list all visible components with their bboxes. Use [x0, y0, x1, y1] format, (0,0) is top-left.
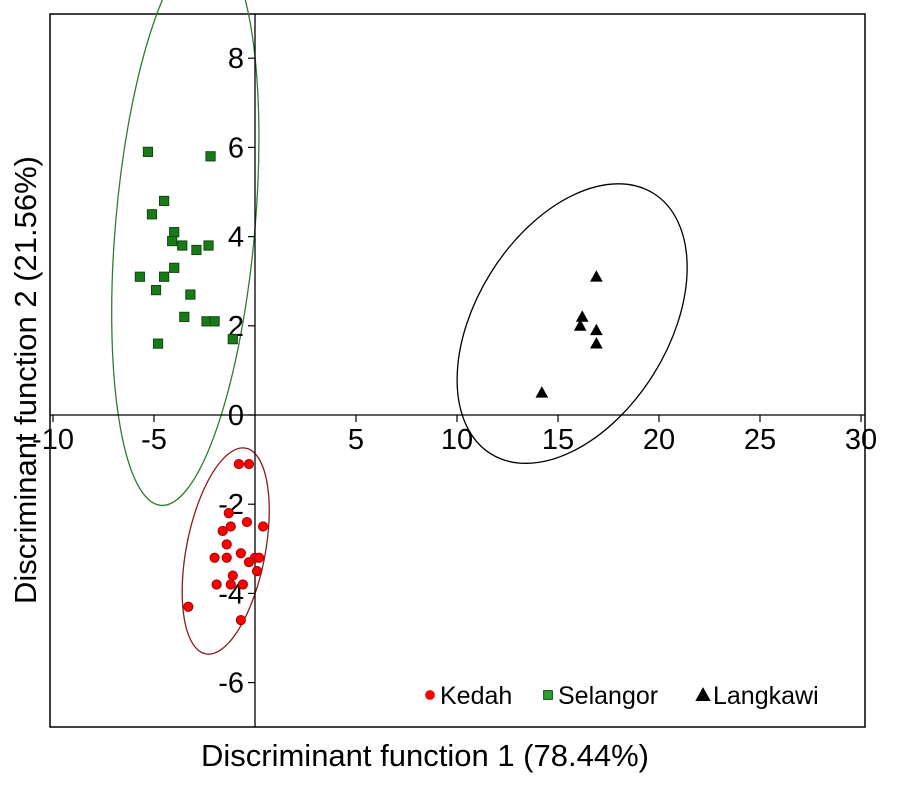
kedah-point: [221, 539, 232, 550]
kedah-point: [221, 552, 232, 563]
y-tick-label: 6: [228, 132, 244, 164]
selangor-point: [185, 289, 196, 300]
legend-marker-langkawi: [695, 687, 711, 701]
x-tick-label: 5: [348, 424, 364, 456]
legend-marker-selangor: [543, 690, 553, 700]
kedah-point: [217, 525, 228, 537]
kedah-point: [235, 615, 246, 626]
y-axis-title: Discriminant function 2 (21.56%): [8, 156, 43, 604]
x-tick-label: 20: [643, 424, 675, 456]
selangor-point: [150, 285, 162, 296]
kedah-point: [227, 570, 238, 581]
points-layer: [134, 146, 603, 626]
kedah-point: [251, 566, 263, 577]
legend-label-langkawi: Langkawi: [713, 682, 819, 710]
x-tick-label: -5: [141, 424, 167, 456]
y-tick-label: 0: [228, 400, 244, 432]
plot-frame: [49, 13, 866, 728]
ellipse-kedah: [181, 447, 270, 655]
selangor-point: [146, 209, 158, 220]
selangor-point: [159, 271, 170, 282]
kedah-point: [243, 557, 255, 568]
langkawi-point: [590, 270, 603, 282]
y-tick-label: -6: [218, 668, 244, 700]
kedah-point: [243, 458, 255, 470]
kedah-point: [257, 521, 269, 532]
ellipse-selangor: [111, 0, 260, 507]
kedah-point: [233, 458, 244, 470]
kedah-point: [253, 552, 265, 563]
kedah-point: [225, 521, 236, 532]
x-tick-label: 15: [542, 424, 574, 456]
legend: Kedah Selangor Langkawi: [425, 682, 819, 710]
x-tick-label: 25: [744, 424, 776, 456]
x-tick-label: 30: [845, 424, 877, 456]
y-tick-label: 4: [228, 222, 244, 254]
ellipses-layer: [111, 0, 688, 655]
y-tick-label: 8: [228, 43, 244, 75]
kedah-point: [225, 579, 236, 590]
selangor-point: [134, 271, 145, 282]
kedah-point: [235, 548, 246, 559]
kedah-point: [223, 508, 234, 519]
kedah-point: [241, 516, 253, 528]
selangor-point: [152, 338, 164, 349]
x-axis-title: Discriminant function 1 (78.44%): [201, 738, 649, 773]
selangor-point: [169, 262, 180, 273]
selangor-point: [203, 240, 214, 251]
legend-label-selangor: Selangor: [558, 682, 658, 710]
x-tick-label: 10: [441, 424, 473, 456]
ellipse-langkawi: [456, 183, 688, 464]
langkawi-point: [590, 337, 603, 349]
kedah-point: [211, 579, 222, 590]
langkawi-point: [575, 310, 589, 322]
legend-label-kedah: Kedah: [440, 682, 512, 710]
selangor-point: [177, 240, 188, 251]
selangor-point: [179, 311, 190, 322]
selangor-point: [227, 334, 238, 345]
kedah-point: [183, 601, 194, 612]
kedah-point: [209, 552, 220, 563]
x-tick-label: -10: [32, 424, 74, 456]
selangor-point: [167, 235, 178, 247]
selangor-point: [191, 244, 202, 256]
selangor-point: [209, 316, 220, 327]
langkawi-point: [573, 319, 587, 331]
langkawi-point: [535, 386, 549, 398]
selangor-point: [169, 227, 180, 238]
selangor-point: [205, 151, 216, 162]
selangor-point: [142, 146, 154, 157]
kedah-point: [237, 579, 248, 590]
legend-marker-kedah: [425, 690, 435, 700]
langkawi-point: [590, 323, 603, 336]
selangor-point: [159, 195, 170, 207]
